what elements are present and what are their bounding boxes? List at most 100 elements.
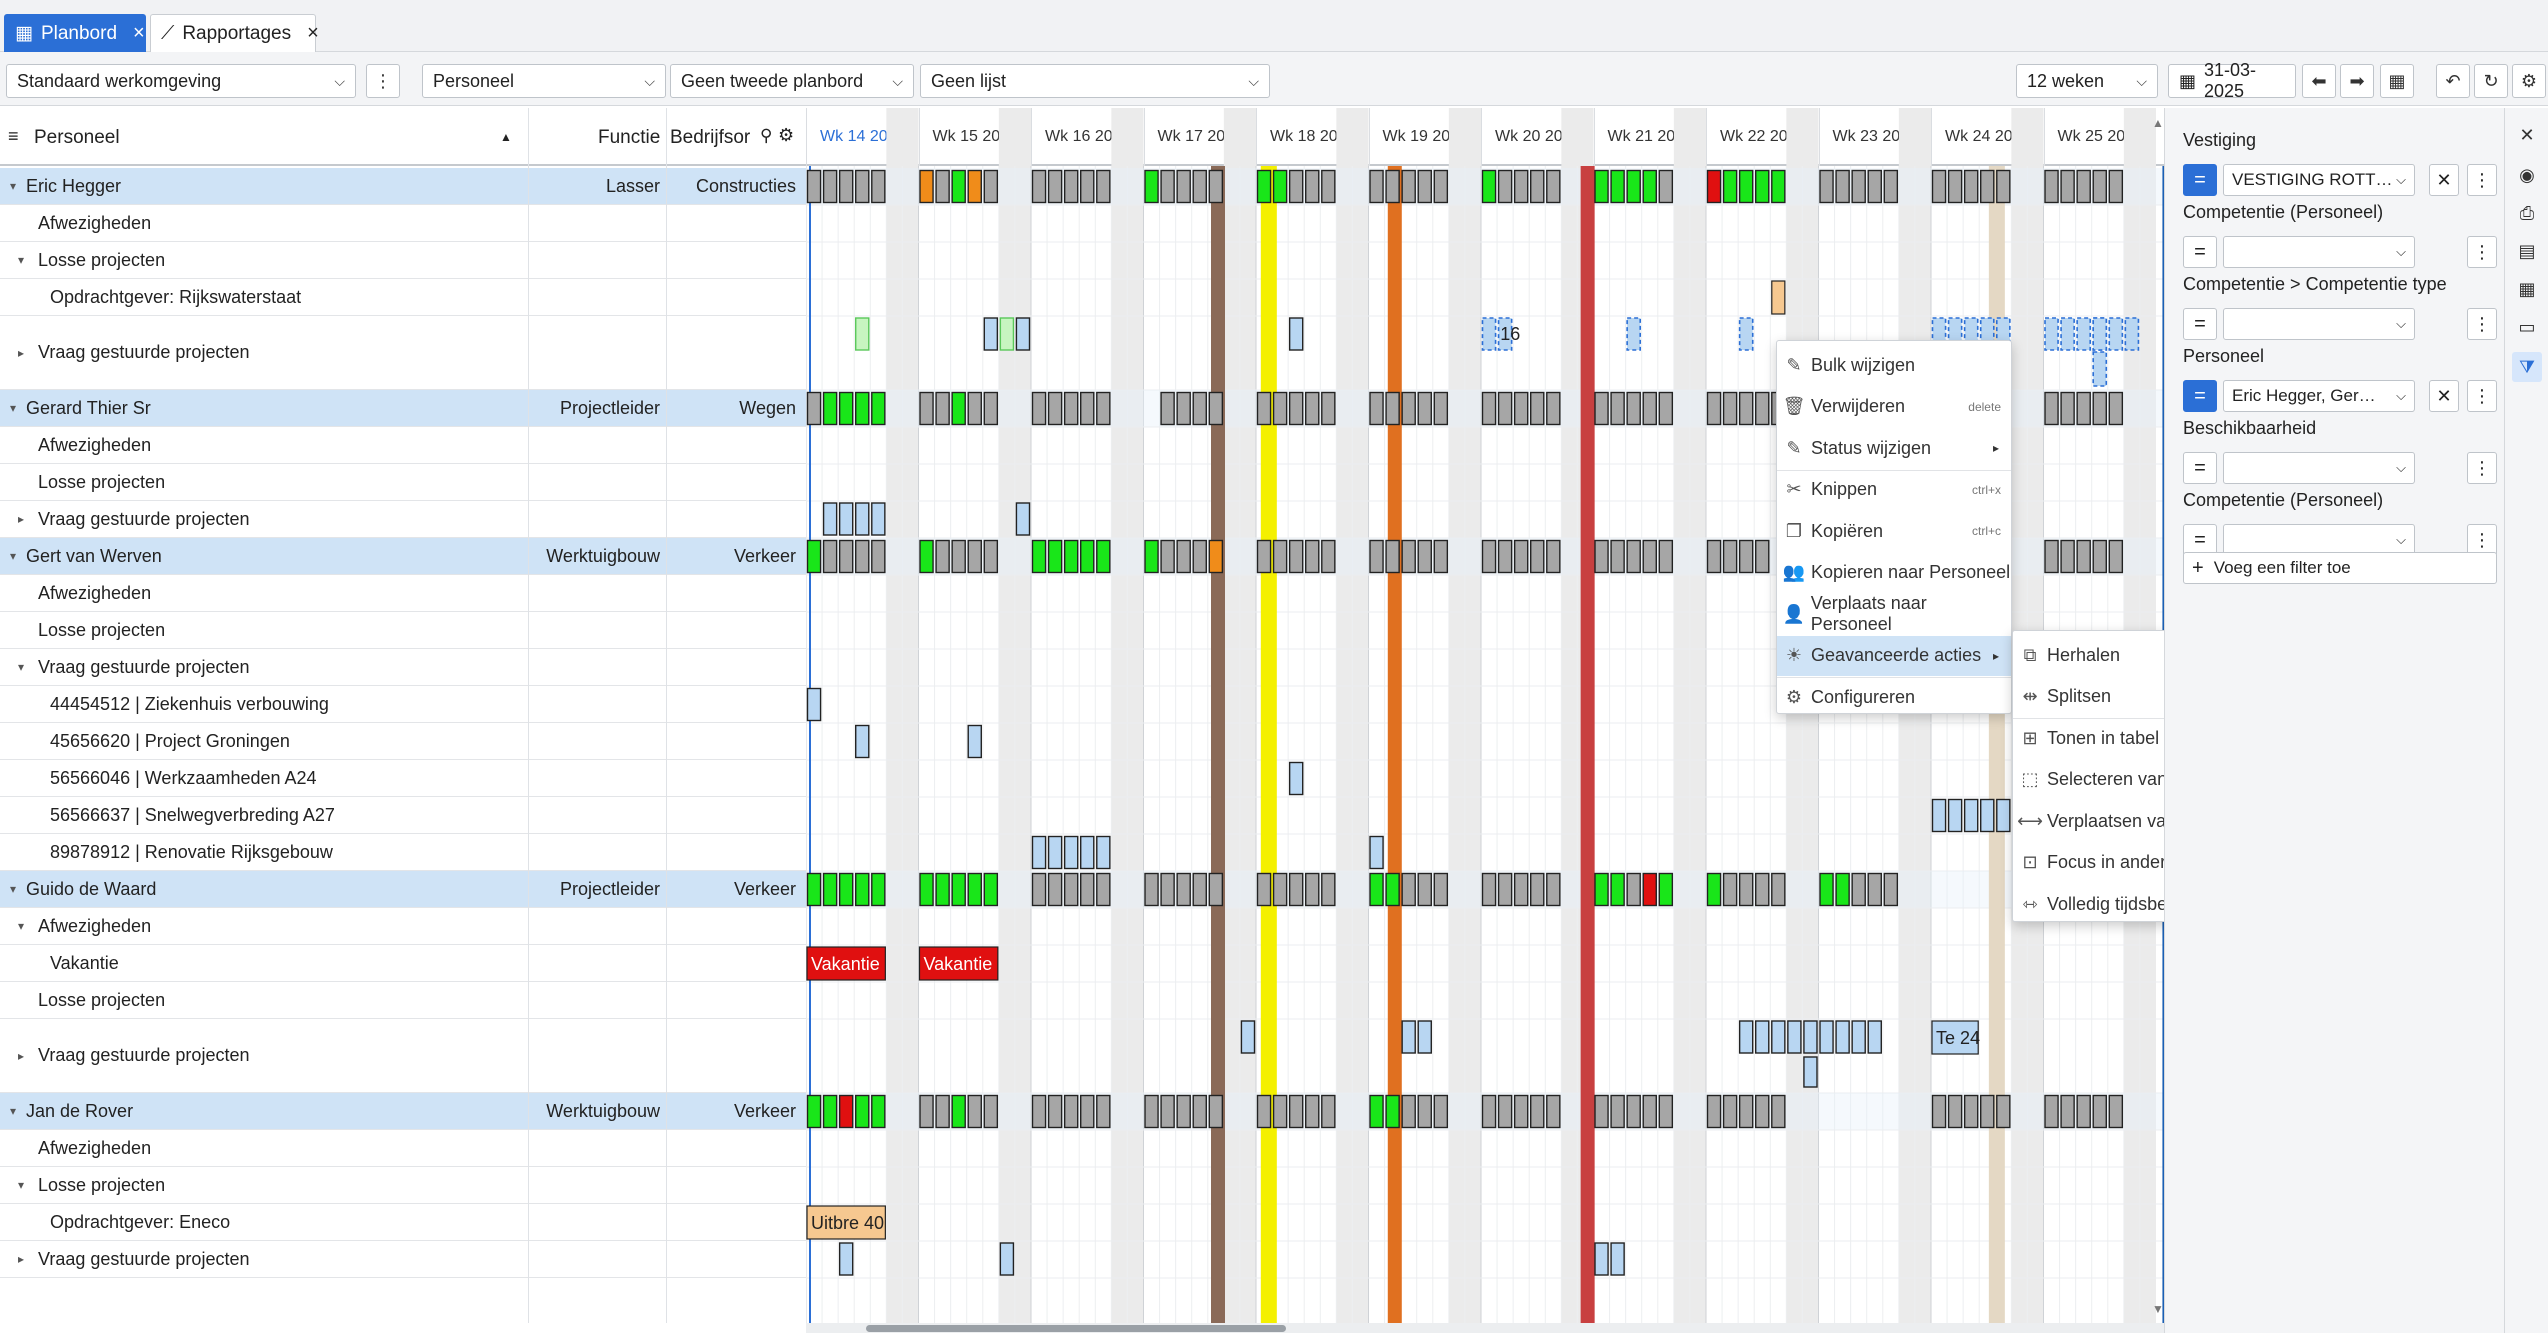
context-menu-item[interactable]: ❐ Kopiëren ctrl+c [1777,511,2011,551]
availability-block[interactable] [822,1094,838,1129]
availability-block[interactable] [1433,1094,1449,1129]
availability-block[interactable] [1594,169,1609,204]
availability-block[interactable] [1947,1094,1963,1129]
availability-block[interactable] [1417,391,1432,426]
filter-operator-button[interactable]: = [2183,452,2217,484]
expand-toggle-icon[interactable]: ▾ [10,179,17,193]
eye-icon[interactable]: ◉ [2519,164,2535,185]
availability-block[interactable] [1513,539,1529,574]
availability-block[interactable] [1883,169,1899,204]
availability-block[interactable] [1626,169,1641,204]
availability-block[interactable] [1417,872,1432,907]
availability-block[interactable] [1176,391,1191,426]
availability-block[interactable] [806,539,822,574]
availability-block[interactable] [2060,539,2075,574]
context-menu-item[interactable]: 👤 Verplaats naar Personeel [1777,593,2011,634]
availability-block[interactable] [1819,169,1834,204]
availability-block[interactable] [1610,539,1625,574]
date-picker[interactable]: ▦ 31-03-2025 [2168,60,2296,101]
grid-row-res[interactable]: ▾ Gerard Thier Sr Projectleider Wegen [0,390,806,427]
availability-block[interactable] [1321,169,1336,204]
availability-block[interactable] [1626,1094,1641,1129]
filter-options-button[interactable]: ⋮ [2467,380,2497,412]
availability-block[interactable] [1658,539,1674,574]
availability-block[interactable] [1047,1094,1063,1129]
availability-block[interactable] [1513,391,1529,426]
availability-block[interactable] [1305,169,1320,204]
grid-row-sub[interactable]: ▸ Vraag gestuurde projecten [0,316,806,390]
availability-block[interactable] [1497,539,1513,574]
availability-block[interactable] [1610,391,1625,426]
resource-select[interactable]: Personeel ⌵ [422,64,666,98]
filter-select[interactable]: Eric Hegger, Ger… ⌵ [2223,380,2415,412]
scroll-down-icon[interactable]: ▼ [2152,1302,2164,1316]
submenu-item[interactable]: ⊞ Tonen in tabel [2013,718,2261,758]
expand-toggle-icon[interactable]: ▸ [18,1252,25,1266]
project-block[interactable] [806,687,822,722]
absence-block[interactable] [918,946,999,981]
expand-toggle-icon[interactable]: ▸ [18,1048,25,1063]
availability-block[interactable] [1096,169,1111,204]
availability-block[interactable] [1305,539,1320,574]
context-menu-item[interactable]: 🗑 Verwijderen delete [1777,387,2011,427]
absence-block[interactable] [806,946,886,981]
availability-block[interactable] [935,391,950,426]
availability-block[interactable] [951,539,966,574]
filter-options-button[interactable]: ⋮ [2467,452,2497,484]
availability-block[interactable] [1530,391,1545,426]
range-select[interactable]: 12 weken ⌵ [2016,64,2158,98]
availability-block[interactable] [1385,872,1400,907]
selected-project-block[interactable] [2076,317,2092,351]
filter-select[interactable]: ⌵ [2223,452,2415,484]
project-block[interactable] [1031,835,1047,870]
project-block[interactable] [1369,835,1384,870]
availability-block[interactable] [1771,169,1786,204]
grid-row-sub[interactable]: Losse projecten [0,982,806,1019]
availability-block[interactable] [838,539,854,574]
availability-block[interactable] [951,872,966,907]
availability-block[interactable] [1031,539,1047,574]
availability-block[interactable] [1369,391,1384,426]
availability-block[interactable] [1208,391,1224,426]
availability-block[interactable] [919,1094,934,1129]
availability-block[interactable] [1385,169,1400,204]
availability-block[interactable] [1369,872,1384,907]
expand-toggle-icon[interactable]: ▾ [10,882,17,896]
project-block[interactable] [1080,835,1095,870]
availability-block[interactable] [1272,1094,1288,1129]
availability-block[interactable] [1433,391,1449,426]
filter-options-button[interactable]: ⋮ [2467,308,2497,340]
availability-block[interactable] [1160,872,1175,907]
availability-block[interactable] [1047,169,1063,204]
availability-block[interactable] [1706,391,1722,426]
availability-block[interactable] [1513,1094,1529,1129]
project-block[interactable] [1996,798,2011,833]
availability-block[interactable] [1176,539,1191,574]
availability-block[interactable] [1401,169,1416,204]
availability-block[interactable] [1497,169,1513,204]
availability-block[interactable] [806,1094,822,1129]
availability-block[interactable] [1385,391,1400,426]
availability-block[interactable] [1047,539,1063,574]
grid-row-sub[interactable]: ▾ Losse projecten [0,242,806,279]
filter-options-button[interactable]: ⋮ [2467,236,2497,268]
availability-block[interactable] [1272,169,1288,204]
filter-select[interactable]: VESTIGING ROTT… ⌵ [2223,164,2415,196]
availability-block[interactable] [855,872,870,907]
availability-block[interactable] [983,391,999,426]
availability-block[interactable] [1096,391,1111,426]
project-block[interactable] [1851,1020,1866,1054]
availability-block[interactable] [1722,539,1738,574]
project-block[interactable] [1401,1020,1416,1054]
availability-block[interactable] [1031,1094,1047,1129]
context-menu-item[interactable]: ✎ Status wijzigen ▸ [1777,428,2011,468]
project-block[interactable] [1771,1020,1786,1054]
availability-block[interactable] [1369,1094,1384,1129]
availability-block[interactable] [1546,1094,1561,1129]
project-block[interactable] [1015,317,1031,351]
excel-icon[interactable]: ▤ [2518,240,2536,261]
availability-block[interactable] [1047,391,1063,426]
availability-block[interactable] [919,539,934,574]
availability-block[interactable] [2060,1094,2075,1129]
filter-clear-button[interactable]: ✕ [2429,380,2459,412]
